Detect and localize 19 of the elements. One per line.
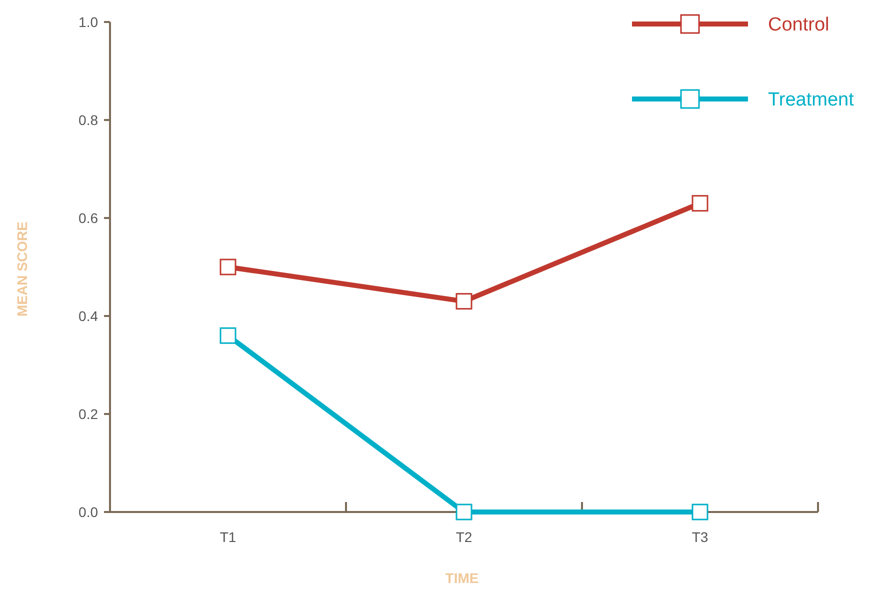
- y-tick-label: 0.6: [78, 210, 98, 226]
- point: [456, 504, 472, 520]
- y-tick-label: 0.2: [78, 406, 98, 422]
- y-tick-label: 0.4: [78, 308, 98, 324]
- point: [692, 195, 708, 212]
- point: [220, 258, 236, 276]
- y-tick-label: 0.8: [78, 112, 98, 128]
- y-axis-title: MEAN SCORE: [14, 222, 30, 316]
- point: [220, 327, 236, 344]
- y-tick-label: 0.0: [78, 504, 98, 520]
- x-tick-label: T1: [220, 529, 236, 545]
- text: Treatment: [768, 90, 855, 111]
- x-tick-label: T3: [692, 529, 708, 545]
- x-tick-label: T2: [456, 529, 472, 545]
- text: Control: [768, 14, 830, 36]
- y-tick-label: 1.0: [78, 14, 98, 30]
- x-axis-title: TIME: [445, 570, 479, 586]
- point: [456, 293, 472, 310]
- point: [692, 504, 708, 520]
